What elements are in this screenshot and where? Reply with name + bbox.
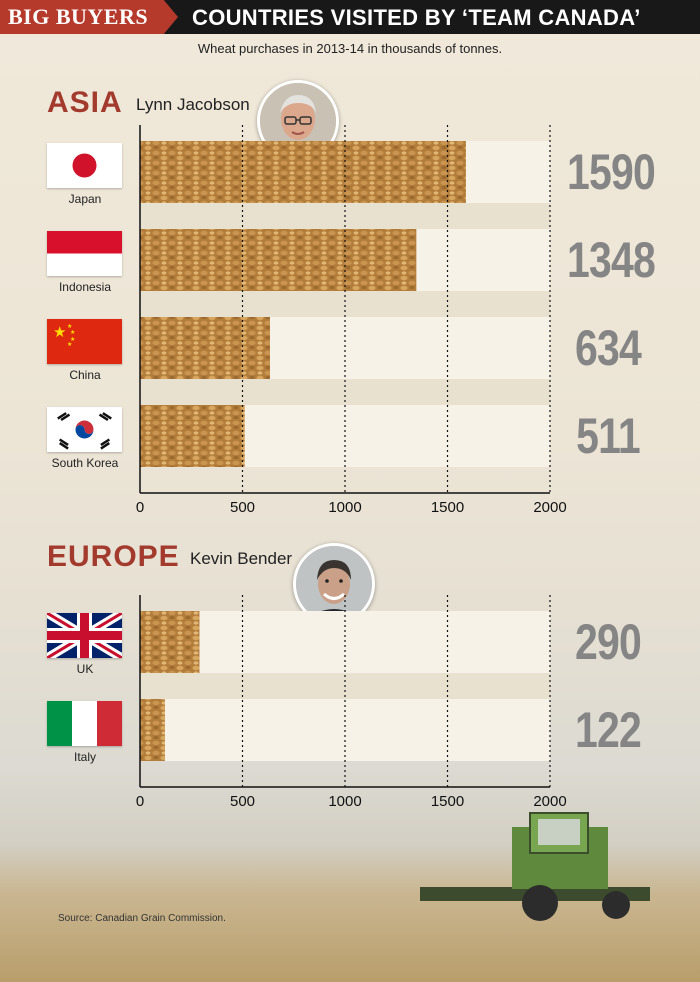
x-tick-label-1500: 1500 [430, 499, 465, 516]
subtitle: Wheat purchases in 2013-14 in thousands … [197, 41, 503, 56]
chart-plot [139, 125, 551, 494]
svg-text:★: ★ [67, 341, 72, 348]
x-tick-label-500: 500 [229, 499, 256, 516]
value-label-japan: 1590 [567, 144, 656, 200]
headline: COUNTRIES VISITED BY ‘TEAM CANADA’ [192, 5, 641, 30]
bar-uk [140, 611, 200, 673]
row-gap [140, 291, 550, 317]
section-tag: BIG BUYERS [0, 0, 178, 34]
chart-plot [139, 595, 551, 788]
chart-asia: Japan 1590 Indonesia 1348 ★ ★ ★ ★ ★ China 634 South… [0, 125, 700, 516]
svg-text:★: ★ [70, 336, 75, 343]
svg-text:★: ★ [70, 329, 75, 336]
svg-text:★: ★ [67, 323, 72, 330]
bar-indonesia [140, 229, 417, 291]
value-label-italy: 122 [575, 702, 642, 758]
chart-europe: UK 290 Italy 122 0 500 1000 1500 2000 [0, 595, 700, 810]
x-tick-label-1000: 1000 [328, 499, 362, 516]
value-label-uk: 290 [575, 614, 642, 670]
country-label-china: China [69, 368, 101, 382]
x-tick-label-0: 0 [135, 793, 145, 810]
flag-uk-icon [47, 613, 122, 658]
x-tick-label-2000: 2000 [533, 793, 567, 810]
bar-china [140, 317, 270, 379]
x-tick-label-0: 0 [135, 499, 145, 516]
value-label-south-korea: 511 [576, 408, 641, 464]
x-tick-label-1000: 1000 [328, 793, 362, 810]
country-label-south-korea: South Korea [51, 456, 119, 470]
representative-asia: Lynn Jacobson [136, 95, 250, 114]
region-title-europe: EUROPE [47, 540, 180, 573]
source-note: Source: Canadian Grain Commission. [58, 913, 226, 924]
bar-italy [140, 699, 166, 761]
country-label-uk: UK [76, 662, 94, 676]
flag-south-korea-icon [47, 407, 122, 452]
country-label-italy: Italy [73, 750, 96, 764]
section-tag-label: BIG BUYERS [8, 4, 149, 29]
value-label-china: 634 [575, 320, 642, 376]
x-tick-label-1500: 1500 [430, 793, 465, 810]
flag-indonesia-icon [47, 231, 122, 276]
x-tick-label-500: 500 [229, 793, 256, 810]
region-title-asia: ASIA [47, 86, 123, 119]
bar-south-korea [140, 405, 245, 467]
bar-japan [140, 141, 466, 203]
flag-italy-icon [47, 701, 122, 746]
portrait-europe [293, 543, 375, 625]
flag-japan-icon [47, 143, 122, 188]
x-tick-label-2000: 2000 [533, 499, 567, 516]
country-label-indonesia: Indonesia [58, 280, 112, 294]
combine-harvester-icon [420, 812, 650, 921]
svg-text:★: ★ [53, 324, 66, 341]
header-bar: BIG BUYERS COUNTRIES VISITED BY ‘TEAM CA… [0, 0, 700, 34]
value-label-indonesia: 1348 [567, 232, 656, 288]
flag-china-icon: ★ ★ ★ ★ ★ [47, 319, 122, 364]
country-label-japan: Japan [68, 192, 102, 206]
representative-europe: Kevin Bender [190, 549, 293, 568]
